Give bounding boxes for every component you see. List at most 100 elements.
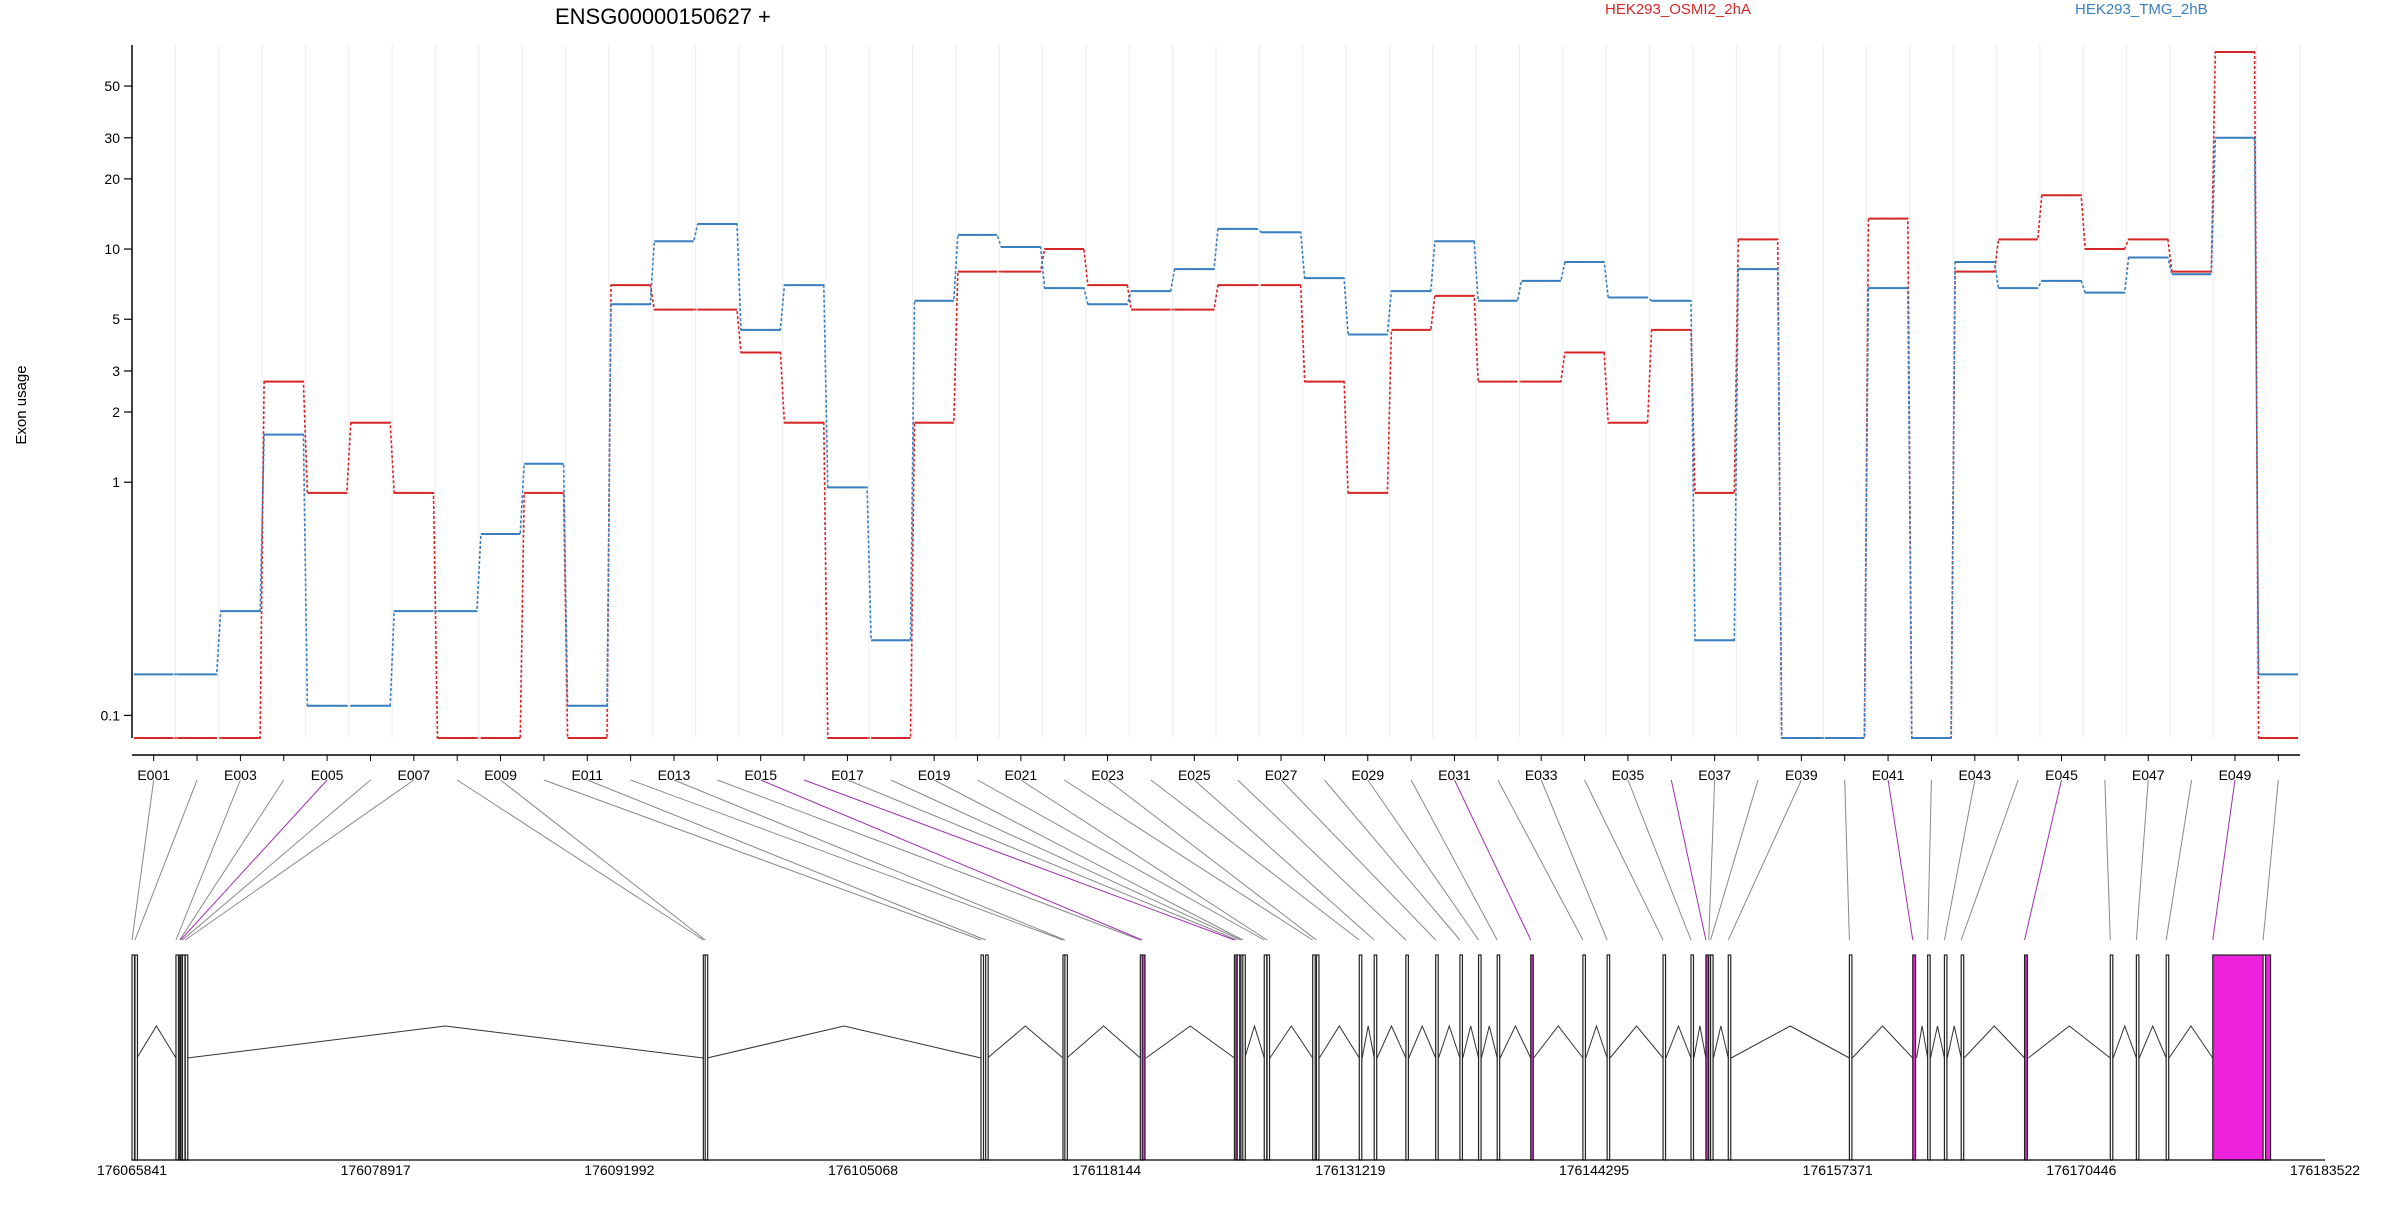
exon-box — [1530, 954, 1534, 1161]
connector-line — [1410, 779, 1498, 941]
exon-box — [1435, 954, 1439, 1161]
exon-box — [1943, 954, 1948, 1161]
intron-line — [1930, 1025, 1945, 1059]
connector-line — [2165, 779, 2193, 941]
x-tick-label: E015 — [744, 767, 777, 783]
intron-line — [1376, 1024, 1407, 1059]
x-tick-label: E049 — [2219, 767, 2252, 783]
intron-line — [1499, 1024, 1532, 1059]
intron-line — [2112, 1024, 2137, 1059]
connector-line — [1584, 779, 1664, 941]
exon-box — [1233, 954, 1238, 1161]
coord-tick-label: 176131219 — [1315, 1162, 1385, 1178]
connector-layer — [131, 779, 2279, 941]
exon-box — [2109, 954, 2114, 1161]
intron-line — [1066, 1025, 1141, 1059]
connector-line — [1237, 779, 1407, 941]
connector-line — [1708, 779, 1716, 941]
x-tick-label: E027 — [1265, 767, 1298, 783]
connector-line — [1927, 779, 1932, 941]
exon-box — [2262, 954, 2267, 1161]
connector-line — [1107, 779, 1317, 941]
connector-line — [673, 779, 1066, 941]
connector-line — [2262, 779, 2279, 941]
y-tick-label: 1 — [112, 474, 120, 490]
exon-box — [1582, 954, 1587, 1161]
x-tick-label: E035 — [1612, 767, 1645, 783]
x-tick-label: E045 — [2045, 767, 2078, 783]
connector-line — [1150, 779, 1360, 941]
intron-line — [1730, 1025, 1850, 1059]
connector-line — [803, 779, 1235, 941]
exon-box — [134, 954, 139, 1161]
y-tick-label: 5 — [112, 311, 120, 327]
exon-box — [2165, 954, 2170, 1161]
connector-line — [1454, 779, 1532, 941]
exon-box — [1064, 954, 1068, 1161]
intron-line — [1963, 1025, 2025, 1059]
x-tick-label: E013 — [658, 767, 691, 783]
connector-line — [977, 779, 1265, 941]
intron-line — [1585, 1024, 1608, 1059]
x-tick-label: E009 — [484, 767, 517, 783]
connector-line — [1367, 779, 1479, 941]
x-tick-label: E023 — [1091, 767, 1124, 783]
x-tick-label: E017 — [831, 767, 864, 783]
y-tick-label: 3 — [112, 363, 120, 379]
connector-line — [1020, 779, 1268, 941]
connector-line — [587, 779, 986, 941]
coord-tick-label: 176105068 — [828, 1162, 898, 1178]
connector-line — [1943, 779, 1976, 941]
grid-layer — [131, 45, 2301, 738]
connector-line — [1960, 779, 2019, 941]
y-tick-label: 30 — [104, 130, 120, 146]
intron-line — [1851, 1025, 1914, 1059]
connector-line — [500, 779, 706, 941]
exon-box — [175, 954, 180, 1161]
exon-box — [1459, 954, 1464, 1161]
exon-box — [1315, 954, 1320, 1161]
intron-line — [1318, 1025, 1360, 1059]
connector-line — [2212, 779, 2236, 941]
coord-tick-label: 176144295 — [1559, 1162, 1629, 1178]
exon-box — [1848, 954, 1853, 1161]
exon-box — [2023, 954, 2028, 1161]
intron-line — [2168, 1025, 2214, 1059]
connector-line — [847, 779, 1238, 941]
connector-line — [1710, 779, 1759, 941]
x-tick-label: E047 — [2132, 767, 2165, 783]
exon-box — [1263, 954, 1268, 1161]
exon-box — [704, 954, 709, 1161]
intron-line — [2028, 1025, 2111, 1059]
intron-line — [1609, 1025, 1664, 1059]
intron-line — [136, 1025, 177, 1059]
connector-line — [1497, 779, 1584, 941]
connector-line — [2135, 779, 2149, 941]
x-tick-label: E001 — [137, 767, 170, 783]
axis-layer: 0.1 1 2 3 5 10 20 30 50 — [101, 45, 133, 738]
connector-line — [134, 779, 198, 941]
x-tick-label: E039 — [1785, 767, 1818, 783]
exon-box — [1477, 954, 1482, 1161]
exon-box — [1727, 954, 1732, 1161]
x-tick-label: E025 — [1178, 767, 1211, 783]
exon-box — [1242, 954, 1246, 1161]
connector-line — [543, 779, 982, 941]
connector-line — [1324, 779, 1461, 941]
x-tick-label: E031 — [1438, 767, 1471, 783]
intron-line — [1665, 1024, 1692, 1059]
connector-line — [717, 779, 1141, 941]
exon-box — [980, 954, 985, 1161]
exon-box — [1912, 954, 1917, 1161]
exon-box — [2135, 954, 2140, 1161]
exon-box — [131, 954, 136, 1161]
genomic-coordinate-axis: 176065841 176078917 176091992 176105068 1761… — [97, 1159, 2360, 1178]
exon-box — [1927, 954, 1931, 1161]
connector-line — [1887, 779, 1914, 941]
legend-entry-tmg: HEK293_TMG_2hB — [2075, 1, 2208, 18]
x-tick-label: E029 — [1351, 767, 1384, 783]
exon-box — [1141, 954, 1146, 1161]
y-tick-label: 50 — [104, 78, 120, 94]
exon-box — [181, 954, 186, 1161]
y-axis-label: Exon usage — [13, 365, 30, 444]
